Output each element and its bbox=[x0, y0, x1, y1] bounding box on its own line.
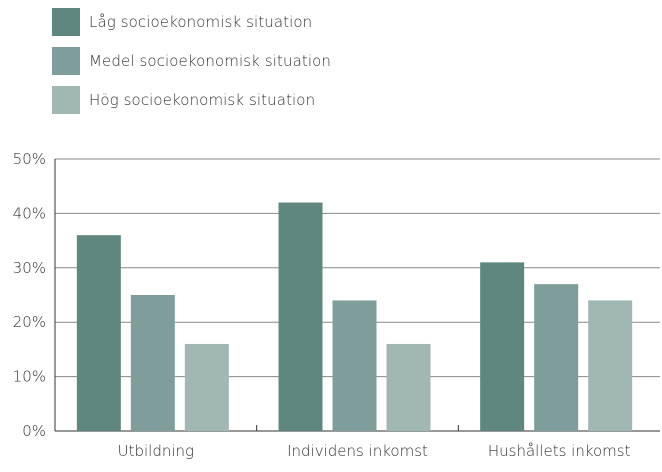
x-category-label: Individens inkomst bbox=[287, 442, 428, 460]
y-tick-label: 30% bbox=[13, 259, 46, 277]
legend-label-high: Hög socioekonomisk situation bbox=[89, 91, 316, 109]
y-tick-label: 10% bbox=[13, 368, 46, 386]
legend-item-high: Hög socioekonomisk situation bbox=[52, 86, 331, 114]
bar bbox=[130, 295, 175, 431]
legend-swatch-high bbox=[52, 86, 80, 114]
y-tick-label: 40% bbox=[13, 204, 46, 222]
legend-swatch-medium bbox=[52, 47, 80, 75]
bar bbox=[76, 235, 121, 431]
bar bbox=[480, 262, 525, 431]
bar bbox=[332, 300, 377, 431]
x-category-label: Hushållets inkomst bbox=[488, 442, 631, 460]
y-tick-label: 0% bbox=[22, 422, 46, 440]
legend-swatch-low bbox=[52, 8, 80, 36]
bar bbox=[534, 284, 579, 431]
legend-label-medium: Medel socioekonomisk situation bbox=[89, 52, 332, 70]
bar bbox=[278, 202, 323, 431]
y-tick-label: 20% bbox=[13, 313, 46, 331]
y-tick-label: 50% bbox=[13, 150, 46, 168]
legend-item-low: Låg socioekonomisk situation bbox=[52, 8, 331, 36]
legend-label-low: Låg socioekonomisk situation bbox=[89, 13, 313, 31]
bar bbox=[184, 343, 229, 431]
bar bbox=[588, 300, 633, 431]
bar bbox=[386, 343, 431, 431]
chart-legend: Låg socioekonomisk situation Medel socio… bbox=[52, 8, 331, 125]
legend-item-medium: Medel socioekonomisk situation bbox=[52, 47, 331, 75]
x-category-label: Utbildning bbox=[118, 442, 194, 460]
